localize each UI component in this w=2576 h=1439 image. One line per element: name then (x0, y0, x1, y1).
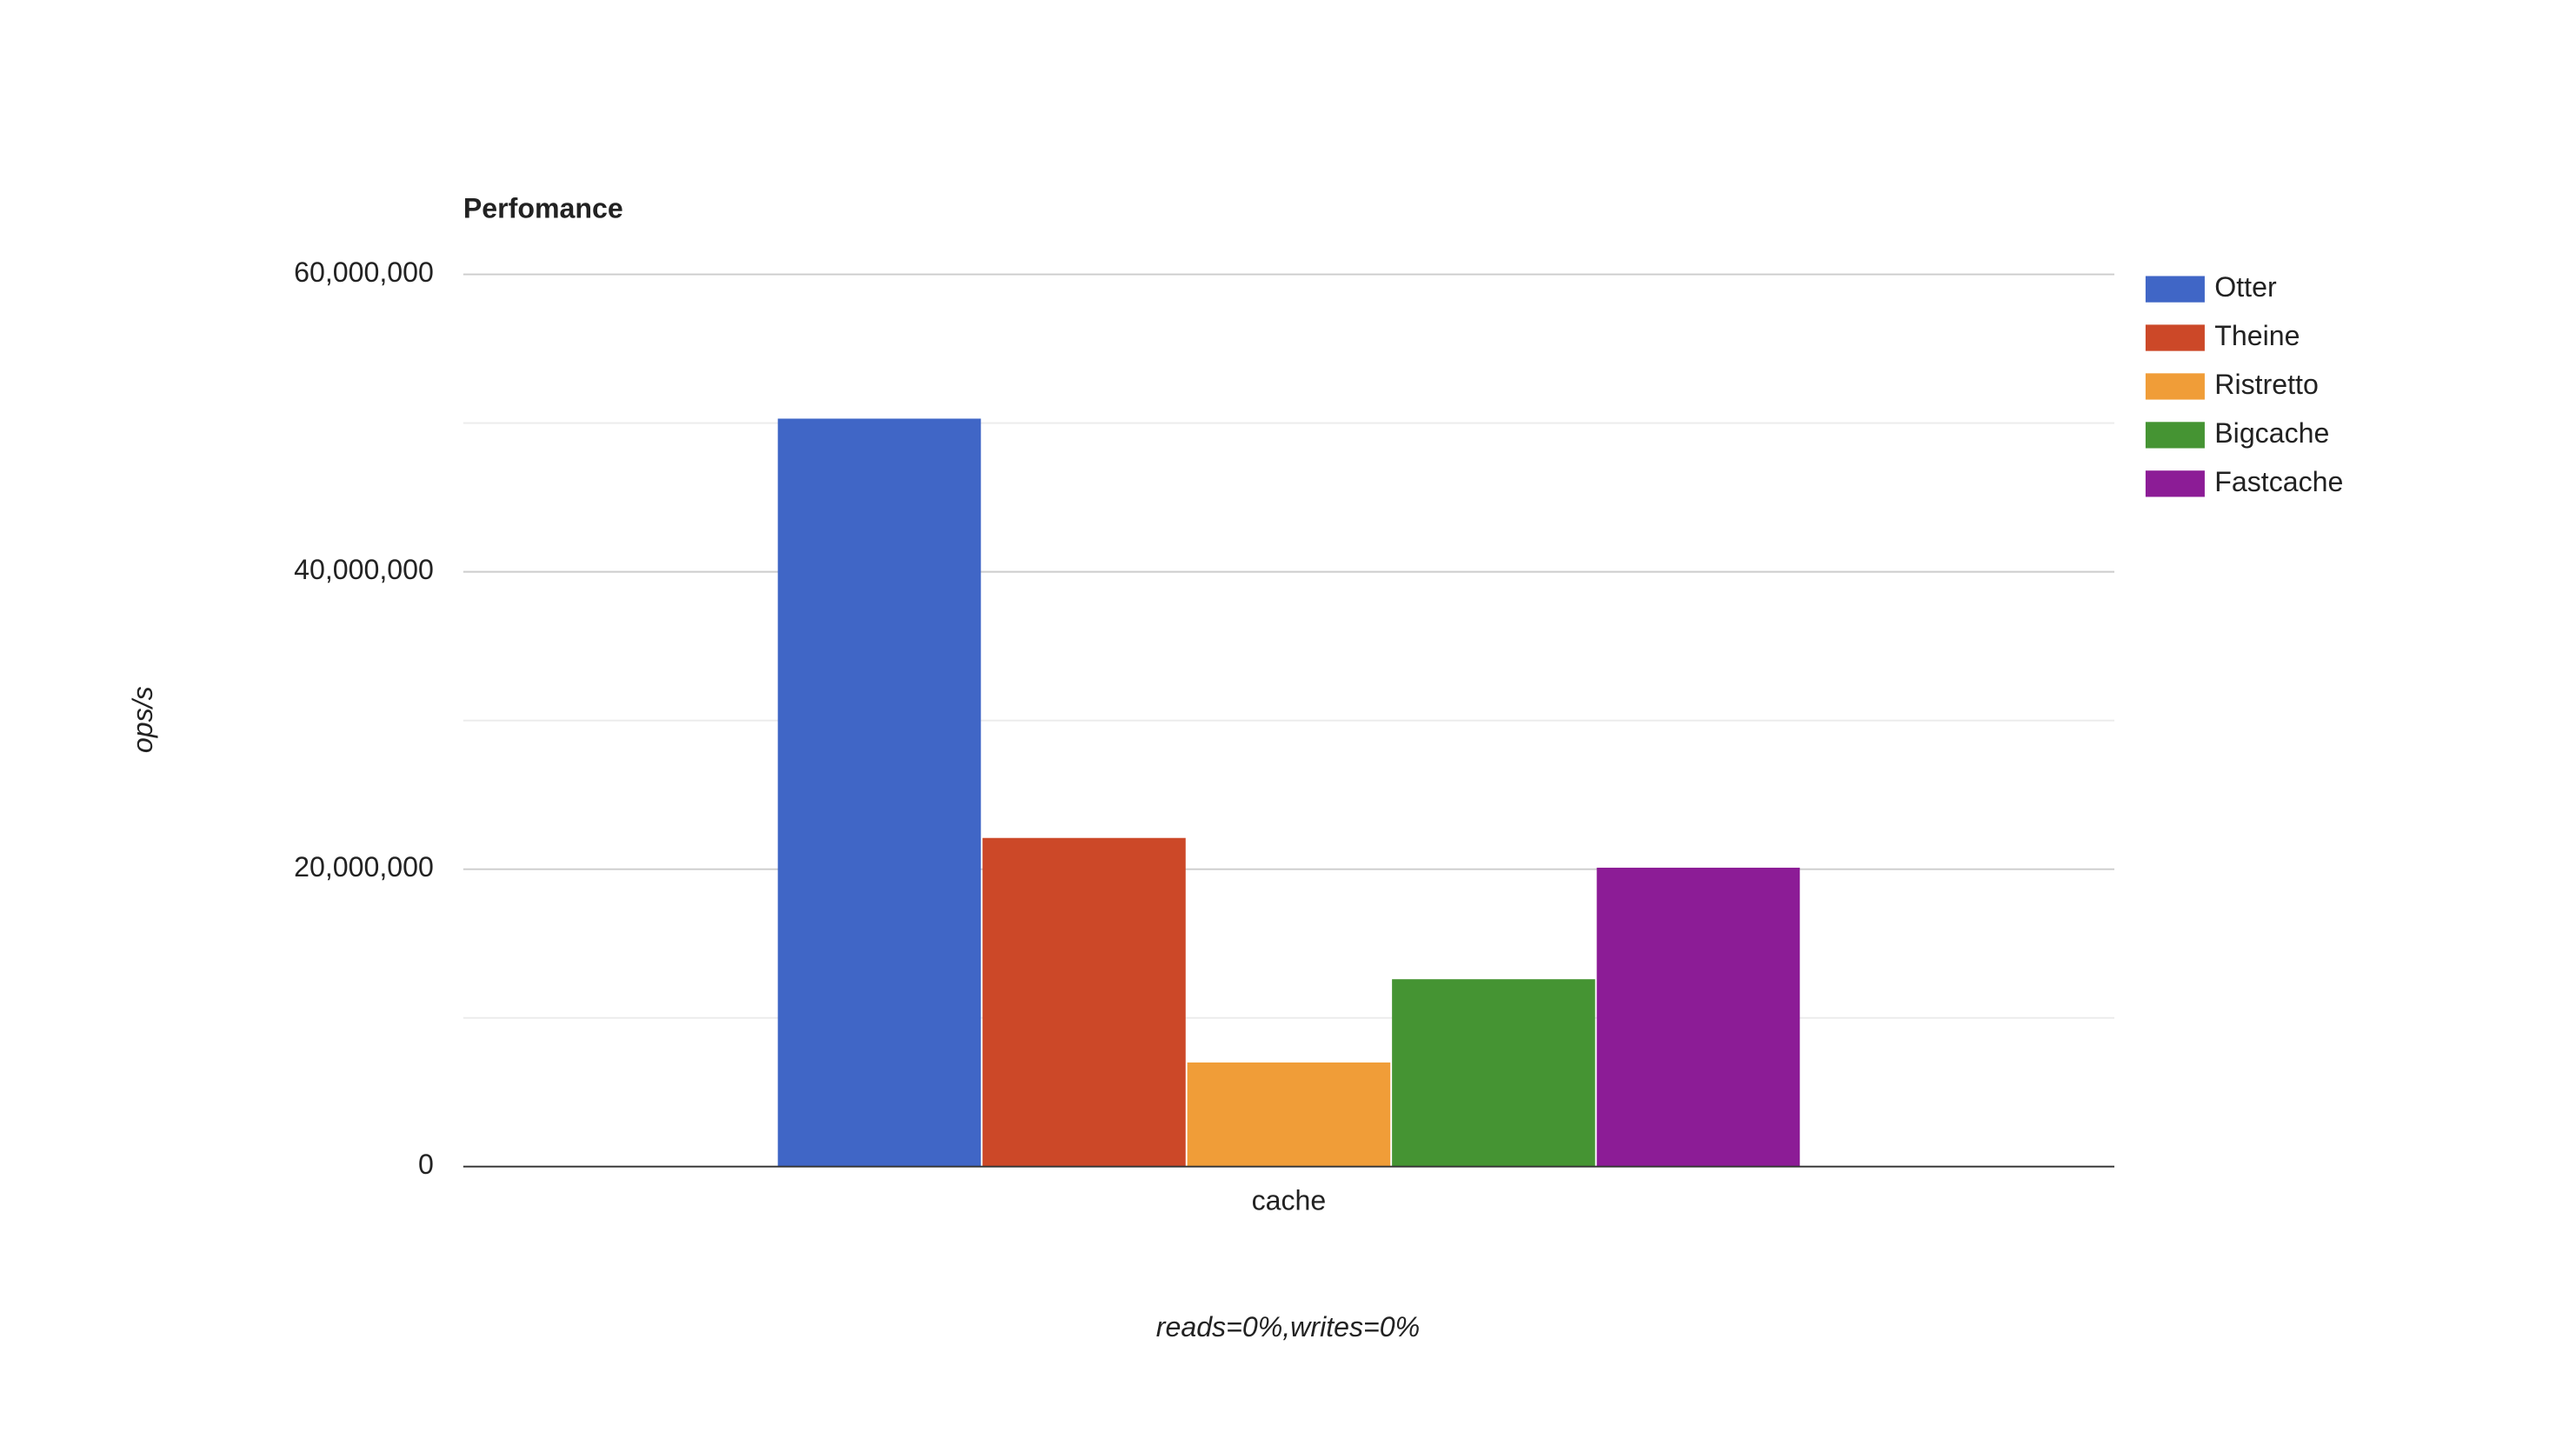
legend-swatch (2145, 422, 2205, 449)
legend-swatch (2145, 470, 2205, 497)
x-axis-title: reads=0%,writes=0% (1156, 1311, 1420, 1342)
x-tick-label: cache (1252, 1185, 1327, 1216)
legend-label: Fastcache (2214, 466, 2343, 497)
legend-label: Ristretto (2214, 369, 2319, 400)
legend-label: Otter (2214, 271, 2277, 303)
bar (982, 837, 1186, 1167)
bar (1392, 979, 1595, 1167)
y-tick-label: 20,000,000 (294, 851, 434, 883)
y-axis-title: ops/s (127, 686, 158, 753)
legend-label: Theine (2214, 320, 2300, 351)
y-tick-label: 0 (418, 1149, 434, 1180)
bar (777, 418, 982, 1167)
bar (1596, 867, 1801, 1167)
y-tick-label: 60,000,000 (294, 256, 434, 288)
bar (1187, 1062, 1391, 1167)
legend-swatch (2145, 373, 2205, 400)
legend-label: Bigcache (2214, 417, 2329, 449)
y-tick-label: 40,000,000 (294, 554, 434, 585)
legend-swatch (2145, 276, 2205, 303)
chart-title: Perfomance (463, 192, 623, 223)
legend-swatch (2145, 324, 2205, 351)
